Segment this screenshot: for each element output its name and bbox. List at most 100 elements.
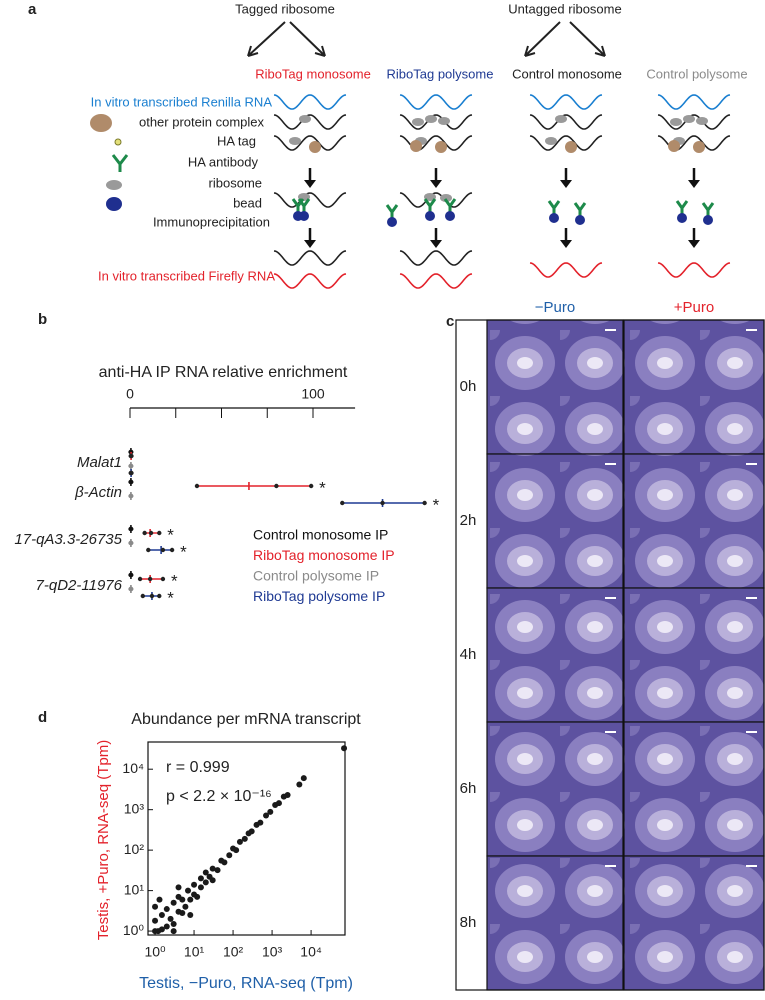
plot-frame	[147, 741, 346, 936]
x-tick-label: 10⁴	[300, 944, 322, 960]
bead	[293, 211, 303, 221]
row-label: 8h	[460, 914, 477, 931]
replicate-dot	[422, 500, 427, 506]
legend-text: In vitro transcribed Firefly RNA	[98, 268, 275, 283]
bead	[387, 217, 397, 227]
bead	[703, 215, 713, 225]
point	[152, 917, 159, 924]
replicate-dot	[142, 530, 147, 536]
icon	[114, 138, 122, 146]
arrow-head	[560, 180, 572, 188]
replicate-dot	[137, 576, 143, 582]
point	[209, 877, 216, 884]
group-label: Untagged ribosome	[508, 1, 621, 16]
point	[221, 859, 228, 866]
protein-complex	[410, 140, 422, 152]
point	[158, 926, 165, 933]
arrow-head	[560, 240, 572, 248]
point	[185, 887, 192, 894]
ribosome	[696, 117, 708, 125]
ribosome	[298, 193, 310, 201]
replicate-dot	[340, 500, 345, 506]
histology-image	[623, 319, 765, 455]
arrow-head	[304, 180, 316, 188]
replicate-dot	[129, 470, 134, 476]
arrow-head	[688, 180, 700, 188]
category-label: 7-qD2-11976	[36, 577, 123, 594]
column-label: +Puro	[674, 299, 714, 316]
y-tick-label: 10³	[124, 800, 145, 816]
arrow-head	[430, 180, 442, 188]
ribosome	[412, 118, 424, 126]
rna-wave	[273, 135, 347, 151]
ribosome	[299, 115, 311, 123]
replicate-dot	[157, 530, 162, 536]
point	[156, 896, 163, 903]
histology-image	[623, 453, 765, 589]
column-label: Control monosome	[512, 66, 622, 81]
point	[163, 906, 170, 913]
replicate-dot	[148, 530, 154, 536]
rna-wave	[399, 94, 473, 110]
row-label: 2h	[460, 512, 477, 529]
point	[275, 800, 282, 807]
arrow-head	[688, 240, 700, 248]
point	[170, 920, 177, 927]
antibody	[701, 202, 715, 216]
point	[197, 884, 204, 891]
point	[236, 838, 243, 845]
replicate-dot	[160, 547, 166, 553]
point	[233, 847, 240, 854]
y-axis-label: Testis, +Puro, RNA-seq (Tpm)	[95, 740, 112, 940]
replicate-dot	[129, 493, 134, 499]
icon	[106, 197, 122, 211]
point	[187, 896, 194, 903]
replicate-dot	[147, 576, 153, 582]
row-label: 0h	[460, 378, 477, 395]
point	[191, 881, 198, 888]
panel-frame	[455, 319, 765, 991]
point	[179, 909, 186, 916]
point	[248, 828, 255, 835]
point	[187, 911, 194, 918]
antibody	[547, 200, 561, 214]
panel-d: Abundance per mRNA transcript 10⁰ 10¹ 10² 10…	[95, 711, 361, 992]
legend-text: In vitro transcribed Renilla RNA	[91, 94, 273, 109]
rna-wave	[399, 250, 473, 266]
category-label: 17-qA3.3-26735	[14, 531, 122, 548]
histology-image	[623, 855, 765, 991]
point	[163, 923, 170, 930]
point	[170, 928, 177, 935]
antibody	[675, 200, 689, 214]
x-axis-label: Testis, −Puro, RNA-seq (Tpm)	[139, 975, 353, 992]
point	[341, 745, 348, 752]
replicate-dot	[160, 576, 166, 582]
replicate-dot	[149, 593, 155, 599]
chart-title: Abundance per mRNA transcript	[131, 711, 361, 728]
bead	[575, 215, 585, 225]
arrow-head	[430, 240, 442, 248]
point	[197, 875, 204, 882]
column-label: −Puro	[535, 299, 575, 316]
replicate-dot	[129, 586, 134, 592]
icon	[111, 154, 129, 172]
replicate-dot	[157, 593, 162, 599]
x-tick-label: 10¹	[184, 944, 205, 960]
replicate-dot	[129, 540, 134, 546]
chart-title: anti-HA IP RNA relative enrichment	[99, 364, 348, 381]
replicate-dot	[129, 453, 134, 459]
icon	[90, 114, 112, 132]
row-label: 6h	[460, 780, 477, 797]
replicate-dot	[274, 483, 279, 489]
point	[170, 899, 177, 906]
point	[167, 915, 174, 922]
y-tick-label: 10¹	[124, 881, 145, 897]
rna-wave	[529, 114, 603, 130]
panel-label: d	[38, 709, 47, 726]
point	[152, 903, 159, 910]
replicate-dot	[308, 483, 314, 489]
ribosome	[670, 118, 682, 126]
rna-wave	[529, 94, 603, 110]
point	[214, 867, 221, 874]
